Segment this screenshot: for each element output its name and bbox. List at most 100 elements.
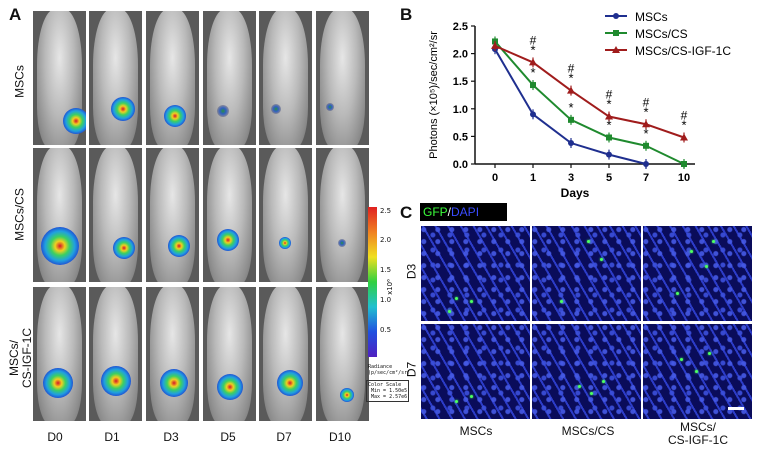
gfp-stain-label: GFP: [423, 205, 448, 219]
legend-label: MSCs: [635, 10, 668, 24]
luminescence-signal: [101, 366, 131, 396]
gfp-positive-cell: [680, 358, 683, 361]
y-tick-label: 0.0: [453, 159, 468, 171]
mouse-body: [320, 148, 365, 282]
data-point: [568, 140, 574, 147]
luminescence-signal: [43, 368, 73, 398]
data-point: [529, 58, 537, 66]
day-label-d1: D1: [104, 430, 120, 444]
significance-mark: #: [568, 62, 575, 76]
luminescence-signal: [279, 237, 291, 249]
data-point: [530, 111, 536, 118]
gfp-positive-cell: [587, 240, 590, 243]
significance-mark: #: [681, 109, 688, 123]
data-point: [681, 161, 687, 167]
luminescence-signal: [63, 108, 86, 134]
mouse-bioluminescence-image: [33, 148, 86, 282]
data-point: [530, 82, 536, 89]
y-tick-label: 1.5: [453, 76, 468, 88]
micrograph-d7-mscs: [421, 324, 530, 419]
mouse-bioluminescence-image: [259, 287, 312, 421]
column-label-mscs-cs-igf: MSCs/ CS-IGF-1C: [668, 420, 728, 447]
data-point: [642, 120, 650, 128]
series-line-1: [494, 40, 685, 165]
gfp-positive-cell: [695, 370, 698, 373]
luminescence-signal: [326, 103, 334, 111]
luminescence-signal: [111, 97, 135, 121]
gfp-positive-cell: [455, 400, 458, 403]
radiance-color-bar: [368, 207, 377, 357]
significance-mark: *: [530, 65, 535, 80]
data-point: [567, 86, 575, 94]
micrograph-d3-mscs-cs-igf: [643, 226, 752, 321]
mouse-bioluminescence-image: [203, 11, 256, 145]
data-point: [605, 112, 613, 120]
x-tick-label: 3: [568, 172, 574, 184]
mouse-body: [263, 287, 308, 421]
x-tick-label: 10: [678, 172, 690, 184]
x-tick-label: 1: [530, 172, 536, 184]
gfp-positive-cell: [470, 395, 473, 398]
data-point: [568, 116, 574, 123]
gfp-positive-cell: [470, 300, 473, 303]
colorbar-tick: 0.5: [380, 326, 392, 334]
mouse-bioluminescence-image: [89, 287, 142, 421]
mouse-bioluminescence-image: [316, 11, 369, 145]
data-point: [643, 142, 649, 149]
colorbar-scale-box: Color Scale Min = 1.50e5 Max = 2.57e6: [366, 380, 410, 402]
legend-label: MSCs/CS: [635, 27, 688, 41]
luminescence-signal: [168, 235, 190, 257]
panel-b-letter: B: [400, 5, 413, 24]
day-label-d0: D0: [47, 430, 63, 444]
mouse-bioluminescence-image: [146, 148, 199, 282]
colorbar-tick: 2.5: [380, 207, 392, 215]
gfp-positive-cell: [448, 310, 451, 313]
y-tick-label: 0.5: [453, 131, 468, 143]
significance-mark: *: [606, 118, 611, 133]
legend-marker: [613, 30, 619, 36]
panel-a-letter: A: [9, 5, 22, 24]
mouse-body: [263, 11, 308, 145]
mouse-bioluminescence-image: [89, 11, 142, 145]
data-point: [606, 134, 612, 141]
data-point: [643, 161, 649, 167]
luminescence-signal: [217, 229, 239, 251]
mouse-bioluminescence-image: [203, 287, 256, 421]
gfp-positive-cell: [455, 297, 458, 300]
significance-mark: *: [530, 42, 535, 57]
row-label-mscs-cs-igf: MSCs/ CS-IGF-1C: [7, 328, 34, 388]
colorbar-title: Radiance (p/sec/cm²/sr): [368, 364, 411, 376]
panel-c-letter: C: [400, 203, 413, 222]
column-label-mscs-cs: MSCs/CS: [561, 424, 615, 438]
legend-marker: [613, 13, 619, 19]
series-line-2: [494, 44, 685, 139]
mouse-body: [207, 287, 252, 421]
micrograph-d7-mscs-cs-igf: [643, 324, 752, 419]
data-point: [680, 133, 688, 141]
luminescence-signal: [217, 105, 229, 117]
gfp-positive-cell: [590, 392, 593, 395]
significance-mark: *: [606, 97, 611, 112]
stain-separator: /: [447, 205, 452, 219]
mouse-bioluminescence-image: [203, 148, 256, 282]
row-label-d7: D7: [404, 361, 419, 378]
micrograph-d3-mscs-cs: [532, 226, 641, 321]
luminescence-signal: [271, 104, 281, 114]
mouse-body: [150, 287, 195, 421]
mouse-bioluminescence-image: [146, 11, 199, 145]
gfp-positive-cell: [708, 352, 711, 355]
day-label-d10: D10: [328, 430, 351, 444]
gfp-positive-cell: [712, 240, 715, 243]
mouse-body: [320, 11, 365, 145]
mouse-body: [93, 287, 138, 421]
legend-marker: [612, 46, 620, 53]
mouse-body: [93, 148, 138, 282]
mouse-body: [207, 148, 252, 282]
x-tick-label: 5: [606, 172, 612, 184]
column-label-mscs: MSCs: [459, 424, 493, 438]
x-tick-label: 7: [643, 172, 649, 184]
x-axis-label: Days: [561, 186, 590, 200]
luminescence-signal: [160, 369, 188, 397]
day-label-d7: D7: [276, 430, 292, 444]
mouse-body: [207, 11, 252, 145]
